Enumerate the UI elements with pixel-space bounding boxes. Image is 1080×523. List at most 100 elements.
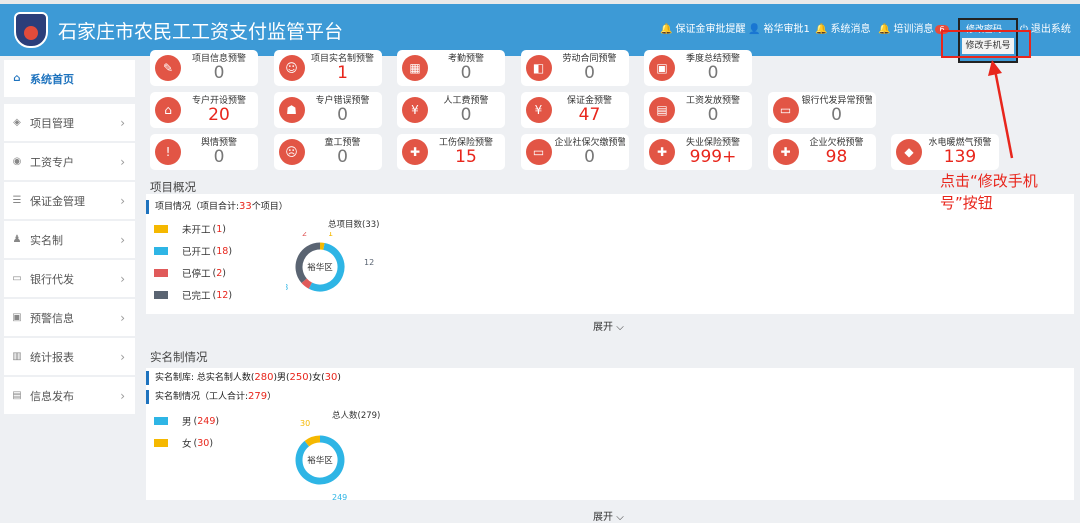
alert-card-icon: ¥	[402, 97, 428, 123]
legend-paren: )	[222, 224, 226, 235]
alert-card-value: 0	[184, 147, 254, 167]
project-expand-toggle[interactable]: 展开 ⌵	[593, 318, 624, 333]
platform-logo	[14, 12, 48, 48]
alert-card-value: 0	[308, 105, 378, 125]
legend-item[interactable]: 已停工 (2)	[154, 266, 226, 280]
realname-title: 实名制情况	[150, 349, 208, 365]
nav-system-messages[interactable]: 🔔系统消息	[815, 20, 870, 35]
project-summary-subhead: 项目情况（项目合计:33个项目）	[146, 200, 288, 214]
donut-value-label: 249	[332, 493, 347, 502]
chevron-right-icon: ›	[120, 233, 125, 247]
alert-card-value: 0	[678, 63, 748, 83]
sidebar-item-label: 实名制	[30, 232, 63, 248]
project-overview-title: 项目概况	[150, 179, 196, 195]
highlight-box	[941, 30, 1031, 58]
sidebar-item-label: 预警信息	[30, 310, 74, 326]
donut-caption: 总项目数(33)	[328, 218, 379, 230]
bell-icon: 🔔	[660, 24, 672, 35]
sidebar-item-label: 银行代发	[30, 271, 74, 287]
donut-slice[interactable]	[304, 281, 310, 286]
alert-card-value: 15	[431, 147, 501, 167]
lock-icon: ▣	[4, 312, 30, 323]
alert-card-value: 999+	[678, 147, 748, 167]
legend-label: 已停工	[182, 266, 211, 280]
sidebar-item-publishing[interactable]: ▤信息发布›	[4, 377, 135, 414]
alert-card-value: 47	[555, 105, 625, 125]
donut-center-label: 裕华区	[307, 262, 333, 273]
subhead-text: 项目情况（项目合计:	[155, 202, 239, 212]
sidebar-item-project-management[interactable]: ◈项目管理›	[4, 104, 135, 141]
chevron-right-icon: ›	[120, 155, 125, 169]
legend-item[interactable]: 女 (30)	[154, 436, 213, 450]
alert-card-value: 1	[308, 63, 378, 83]
legend-swatch	[154, 225, 168, 233]
nav-deposit-approval-reminder[interactable]: 🔔保证金审批提醒	[660, 20, 745, 35]
alert-card-icon: ▭	[526, 139, 552, 165]
donut-value-label: 18	[286, 283, 288, 292]
alert-card-icon: ✚	[402, 139, 428, 165]
sidebar-item-wage-account[interactable]: ◉工资专户›	[4, 143, 135, 180]
nav-yuhua-approval[interactable]: 👤裕华审批1	[748, 20, 810, 35]
sidebar-item-alerts[interactable]: ▣预警信息›	[4, 299, 135, 336]
legend-item[interactable]: 已完工 (12)	[154, 288, 232, 302]
alert-card-icon: ◧	[526, 55, 552, 81]
alert-card-value: 0	[555, 63, 625, 83]
legend-item[interactable]: 男 (249)	[154, 414, 219, 428]
alert-card-value: 139	[925, 147, 995, 167]
legend-swatch	[154, 417, 168, 425]
sidebar-item-realname[interactable]: ♟实名制›	[4, 221, 135, 258]
nav-label: 裕华审批1	[763, 24, 809, 35]
sidebar-item-home[interactable]: ⌂系统首页	[4, 60, 135, 97]
sidebar-item-label: 系统首页	[30, 71, 74, 87]
sidebar-item-statistics[interactable]: ▥统计报表›	[4, 338, 135, 375]
project-donut-chart: 118212裕华区	[286, 232, 416, 312]
subhead-text: )男(	[274, 373, 290, 383]
annotation-line: 号”按钮	[940, 192, 1070, 214]
legend-label: 已开工	[182, 244, 211, 258]
realname-expand-toggle[interactable]: 展开 ⌵	[593, 508, 624, 523]
sidebar: ⌂系统首页 ◈项目管理› ◉工资专户› ☰保证金管理› ♟实名制› ▭银行代发›…	[0, 56, 136, 518]
doc-icon: ▤	[4, 390, 30, 401]
card-icon: ▭	[4, 273, 30, 284]
chevron-right-icon: ›	[120, 389, 125, 403]
subhead-text: 个项目）	[252, 202, 288, 212]
subhead-text: 实名制情况（工人合计:	[155, 392, 248, 402]
alert-card-icon: ▭	[773, 97, 799, 123]
sidebar-item-bank-payroll[interactable]: ▭银行代发›	[4, 260, 135, 297]
legend-item[interactable]: 未开工 (1)	[154, 222, 226, 236]
alert-card-value: 0	[431, 105, 501, 125]
workers-total: 279	[248, 391, 267, 402]
sidebar-item-deposit-management[interactable]: ☰保证金管理›	[4, 182, 135, 219]
donut-slice[interactable]	[307, 439, 320, 444]
realname-workers-subhead: 实名制情况（工人合计:279）	[146, 390, 276, 404]
alert-card-icon: ▣	[649, 55, 675, 81]
legend-paren: )	[209, 438, 213, 449]
donut-value-label: 2	[302, 232, 307, 238]
sidebar-item-label: 保证金管理	[30, 193, 85, 209]
alert-card-value: 0	[678, 105, 748, 125]
nav-label: 培训消息	[893, 24, 933, 35]
legend-item[interactable]: 已开工 (18)	[154, 244, 232, 258]
legend-paren: )	[215, 416, 219, 427]
legend-count: 30	[197, 438, 209, 449]
realname-female: 30	[325, 372, 338, 383]
